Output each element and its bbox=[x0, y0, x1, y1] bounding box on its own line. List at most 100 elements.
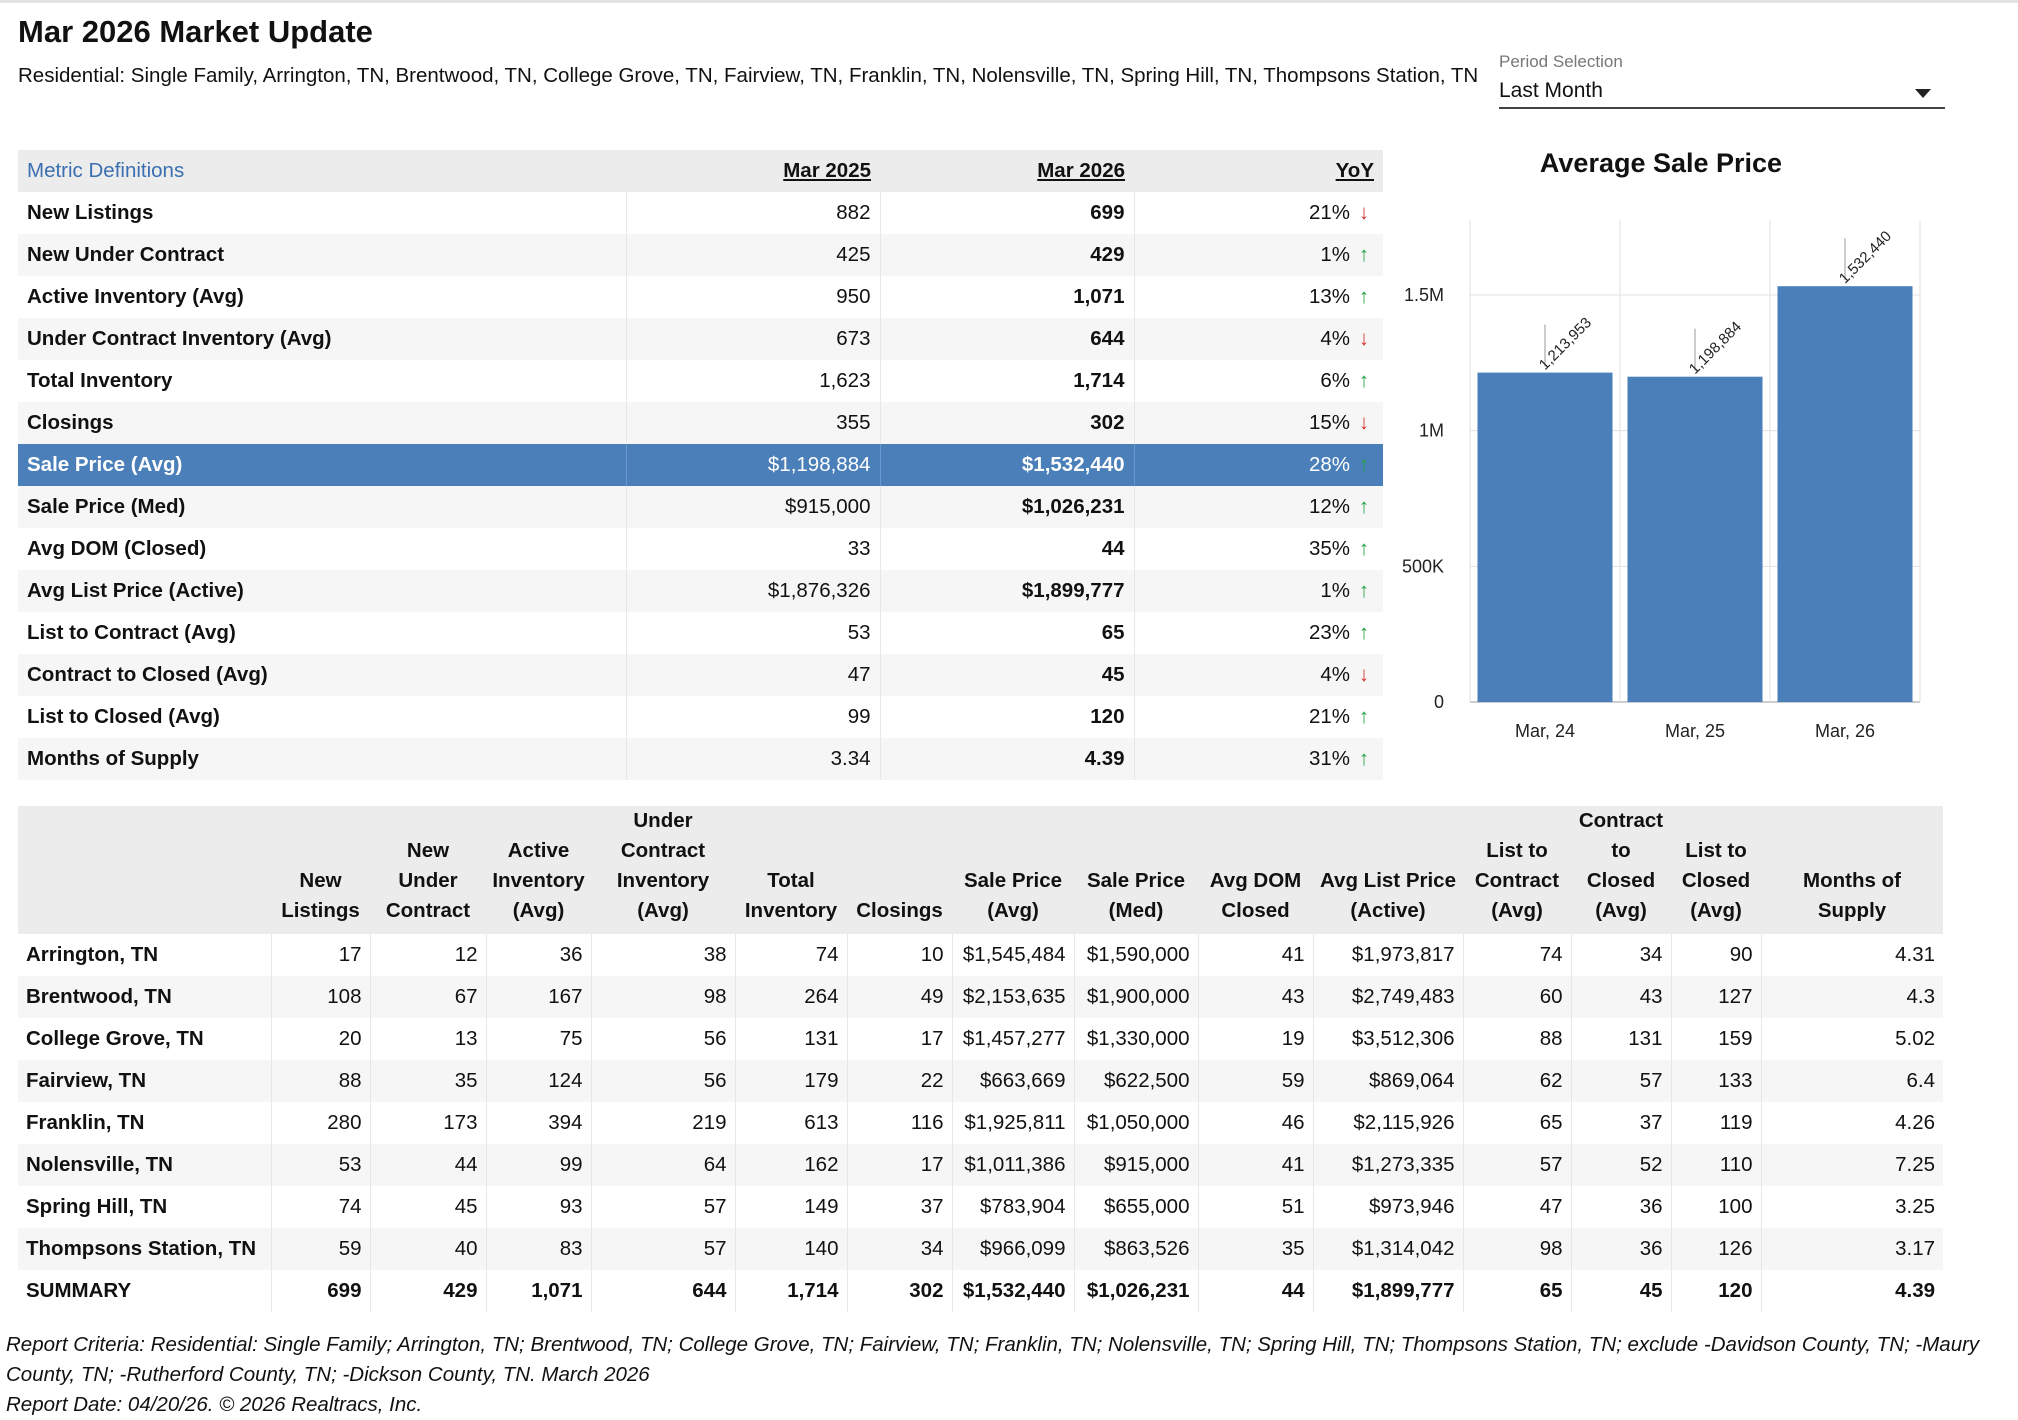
bar-mar-26[interactable] bbox=[1777, 286, 1913, 702]
city-breakdown-table: New Listings New Under Contract Active Inv… bbox=[18, 806, 1943, 1312]
metric-row-sale-price-med[interactable]: Sale Price (Med) $915,000 $1,026,231 12% ↑ bbox=[18, 486, 1383, 528]
city-cell: 10 bbox=[847, 934, 953, 976]
metric-row-list-to-closed-avg[interactable]: List to Closed (Avg) 99 120 21% ↑ bbox=[18, 696, 1383, 738]
city-cell: 100 bbox=[1671, 1186, 1762, 1228]
metric-yoy: 1% ↑ bbox=[1134, 234, 1383, 276]
city-cell: 88 bbox=[1463, 1018, 1572, 1060]
city-cell: $2,153,635 bbox=[952, 976, 1075, 1018]
metric-yoy: 4% ↓ bbox=[1134, 318, 1383, 360]
metric-value-mar-2025: 1,623 bbox=[626, 360, 881, 402]
metric-row-under-contract-inventory-avg[interactable]: Under Contract Inventory (Avg) 673 644 4% ↓ bbox=[18, 318, 1383, 360]
city-cell: $1,314,042 bbox=[1313, 1228, 1464, 1270]
city-name: College Grove, TN bbox=[18, 1018, 272, 1060]
city-row-arrington-tn[interactable]: Arrington, TN 17 12 36 38 74 10 $1,545,484 $1,59… bbox=[18, 934, 1943, 976]
metric-yoy-value: 12% bbox=[1308, 495, 1350, 518]
city-cell: 36 bbox=[1571, 1186, 1672, 1228]
column-header-active-inventory-avg[interactable]: Active Inventory (Avg) bbox=[486, 806, 591, 934]
city-cell: 74 bbox=[735, 934, 848, 976]
metric-value-mar-2026: 44 bbox=[880, 528, 1135, 570]
column-header-months-of-supply[interactable]: Months of Supply bbox=[1761, 806, 1943, 934]
city-row-franklin-tn[interactable]: Franklin, TN 280 173 394 219 613 116 $1,925,811… bbox=[18, 1102, 1943, 1144]
city-cell: 5.02 bbox=[1895, 1027, 1935, 1050]
metric-name: Sale Price (Med) bbox=[18, 486, 627, 528]
city-cell: $915,000 bbox=[1074, 1144, 1199, 1186]
metric-row-closings[interactable]: Closings 355 302 15% ↓ bbox=[18, 402, 1383, 444]
column-header-new-under-contract[interactable]: New Under Contract bbox=[370, 806, 486, 934]
metric-row-avg-dom-closed[interactable]: Avg DOM (Closed) 33 44 35% ↑ bbox=[18, 528, 1383, 570]
metric-name: New Listings bbox=[18, 192, 627, 234]
city-cell: $783,904 bbox=[952, 1186, 1075, 1228]
summary-cell: 45 bbox=[1571, 1270, 1672, 1312]
metric-value-mar-2025: $1,876,326 bbox=[626, 570, 881, 612]
city-row-spring-hill-tn[interactable]: Spring Hill, TN 74 45 93 57 149 37 $783,904 $655… bbox=[18, 1186, 1943, 1228]
city-row-brentwood-tn[interactable]: Brentwood, TN 108 67 167 98 264 49 $2,153,635 $1… bbox=[18, 976, 1943, 1018]
column-header-closings[interactable]: Closings bbox=[847, 806, 952, 934]
metric-row-new-under-contract[interactable]: New Under Contract 425 429 1% ↑ bbox=[18, 234, 1383, 276]
metric-name: Months of Supply bbox=[18, 738, 627, 780]
y-tick-label: 1M bbox=[1419, 421, 1444, 441]
column-header-location[interactable] bbox=[18, 806, 271, 934]
metric-row-new-listings[interactable]: New Listings 882 699 21% ↓ bbox=[18, 192, 1383, 234]
metric-yoy: 6% ↑ bbox=[1134, 360, 1383, 402]
arrow-up-icon: ↑ bbox=[1358, 621, 1370, 644]
city-cell: 36 bbox=[486, 934, 592, 976]
metric-yoy: 21% ↑ bbox=[1134, 696, 1383, 738]
metric-value-mar-2025: 425 bbox=[626, 234, 881, 276]
metric-row-sale-price-avg[interactable]: Sale Price (Avg) $1,198,884 $1,532,440 28% ↑ bbox=[18, 444, 1383, 486]
bar-mar-24[interactable] bbox=[1477, 372, 1613, 702]
column-header-contract-to-closed-avg[interactable]: Contract to Closed (Avg) bbox=[1571, 806, 1671, 934]
city-name: Thompsons Station, TN bbox=[18, 1228, 272, 1270]
metric-value-mar-2025: 33 bbox=[626, 528, 881, 570]
city-cell: 34 bbox=[847, 1228, 953, 1270]
column-header-sale-price-avg[interactable]: Sale Price (Avg) bbox=[952, 806, 1074, 934]
bar-mar-25[interactable] bbox=[1627, 376, 1763, 702]
summary-cell: 44 bbox=[1198, 1270, 1314, 1312]
period-select-value: Last Month bbox=[1499, 79, 1603, 102]
metric-value-mar-2025: 355 bbox=[626, 402, 881, 444]
metric-yoy-value: 31% bbox=[1308, 747, 1350, 770]
city-cell: 47 bbox=[1463, 1186, 1572, 1228]
column-header-list-to-closed-avg[interactable]: List to Closed (Avg) bbox=[1671, 806, 1761, 934]
summary-cell: 1,071 bbox=[486, 1270, 592, 1312]
metric-row-total-inventory[interactable]: Total Inventory 1,623 1,714 6% ↑ bbox=[18, 360, 1383, 402]
city-cell: 53 bbox=[271, 1144, 371, 1186]
period-select[interactable]: Last Month bbox=[1499, 74, 1945, 109]
city-cell: 57 bbox=[1463, 1144, 1572, 1186]
metric-value-mar-2026: $1,532,440 bbox=[880, 444, 1135, 486]
column-header-avg-list-price-active[interactable]: Avg List Price (Active) bbox=[1313, 806, 1463, 934]
city-cell: 17 bbox=[847, 1018, 953, 1060]
column-header-list-to-contract-avg[interactable]: List to Contract (Avg) bbox=[1463, 806, 1571, 934]
city-cell: 124 bbox=[486, 1060, 592, 1102]
column-header-total-inventory[interactable]: Total Inventory bbox=[735, 806, 847, 934]
city-row-thompsons-station-tn[interactable]: Thompsons Station, TN 59 40 83 57 140 34 $966,0… bbox=[18, 1228, 1943, 1270]
metric-row-contract-to-closed-avg[interactable]: Contract to Closed (Avg) 47 45 4% ↓ bbox=[18, 654, 1383, 696]
city-row-nolensville-tn[interactable]: Nolensville, TN 53 44 99 64 162 17 $1,011,386 $9… bbox=[18, 1144, 1943, 1186]
column-header-mar-2025[interactable]: Mar 2025 bbox=[626, 150, 880, 192]
column-header-avg-dom-closed[interactable]: Avg DOM Closed bbox=[1198, 806, 1313, 934]
chevron-down-icon[interactable] bbox=[1915, 89, 1931, 98]
metric-value-mar-2025: 950 bbox=[626, 276, 881, 318]
metric-name: Closings bbox=[18, 402, 627, 444]
metric-row-active-inventory-avg[interactable]: Active Inventory (Avg) 950 1,071 13% ↑ bbox=[18, 276, 1383, 318]
city-cell: 83 bbox=[486, 1228, 592, 1270]
city-row-fairview-tn[interactable]: Fairview, TN 88 35 124 56 179 22 $663,669 $622,5… bbox=[18, 1060, 1943, 1102]
metric-row-list-to-contract-avg[interactable]: List to Contract (Avg) 53 65 23% ↑ bbox=[18, 612, 1383, 654]
metric-name: Avg List Price (Active) bbox=[18, 570, 627, 612]
metric-row-avg-list-price-active[interactable]: Avg List Price (Active) $1,876,326 $1,899,… bbox=[18, 570, 1383, 612]
city-cell: 40 bbox=[370, 1228, 487, 1270]
metric-value-mar-2025: 882 bbox=[626, 192, 881, 234]
metric-yoy-value: 23% bbox=[1308, 621, 1350, 644]
column-header-new-listings[interactable]: New Listings bbox=[271, 806, 370, 934]
column-header-sale-price-med[interactable]: Sale Price (Med) bbox=[1074, 806, 1198, 934]
summary-cell: 699 bbox=[271, 1270, 371, 1312]
column-header-under-contract-inventory-avg[interactable]: Under Contract Inventory (Avg) bbox=[591, 806, 735, 934]
column-header-yoy[interactable]: YoY bbox=[1134, 150, 1383, 192]
city-cell: 46 bbox=[1198, 1102, 1314, 1144]
city-row-college-grove-tn[interactable]: College Grove, TN 20 13 75 56 131 17 $1,457,277… bbox=[18, 1018, 1943, 1060]
metric-row-months-of-supply[interactable]: Months of Supply 3.34 4.39 31% ↑ bbox=[18, 738, 1383, 780]
metric-yoy-value: 28% bbox=[1308, 453, 1350, 476]
city-cell: $655,000 bbox=[1074, 1186, 1199, 1228]
column-header-mar-2026[interactable]: Mar 2026 bbox=[880, 150, 1134, 192]
metric-definitions-link[interactable]: Metric Definitions bbox=[18, 150, 626, 192]
arrow-down-icon: ↓ bbox=[1358, 663, 1370, 686]
